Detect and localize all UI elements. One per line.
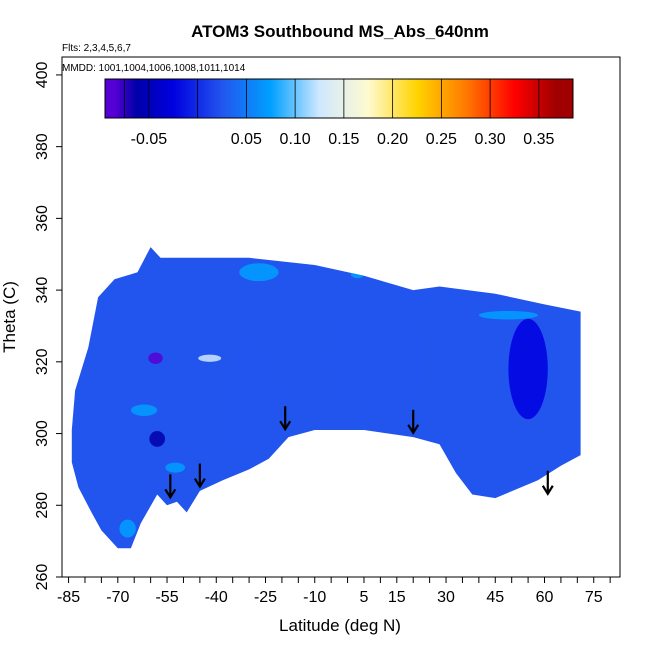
x-tick-label: 5 (360, 589, 369, 606)
colorbar-tick-label: 0.05 (231, 131, 262, 148)
y-axis-label: Theta (C) (0, 281, 19, 353)
x-tick-label: -10 (303, 589, 326, 606)
field-patches (119, 263, 548, 538)
x-axis-label: Latitude (deg N) (279, 616, 401, 635)
y-tick-label: 320 (34, 348, 51, 375)
x-tick-label: 15 (388, 589, 406, 606)
colorbar-frame (104, 78, 574, 119)
chart-title: ATOM3 Southbound MS_Abs_640nm (191, 22, 489, 41)
colorbar: -0.05 0.05 0.10 0.15 0.20 0.25 0.30 0.35 (104, 78, 574, 148)
colorbar-tick-label: -0.05 (131, 131, 168, 148)
field-patch-7 (478, 310, 538, 320)
x-tick-label: -70 (106, 589, 129, 606)
arrow-marker-0 (164, 474, 177, 500)
x-tick-label: 30 (437, 589, 455, 606)
y-tick-label: 300 (34, 420, 51, 447)
field-patch-0 (165, 462, 186, 473)
arrow-marker-1 (193, 463, 206, 489)
arrow-marker-4 (541, 470, 554, 496)
arrow-marker-2 (279, 406, 292, 432)
x-tick-label: -25 (254, 589, 277, 606)
y-tick-label: 400 (34, 61, 51, 88)
x-tick-label: 45 (486, 589, 504, 606)
dates-annotation: MMDD: 1001,1004,1006,1008,1011,1014 (62, 63, 246, 74)
field-patch-4 (149, 431, 166, 447)
colorbar-tick-label: 0.30 (475, 131, 506, 148)
y-tick-label: 380 (34, 133, 51, 160)
colorbar-tick-label: 0.35 (523, 131, 554, 148)
colorbar-tick-label: 0.10 (280, 131, 311, 148)
x-tick-label: -55 (155, 589, 178, 606)
colorbar-tick-label: 0.20 (377, 131, 408, 148)
field-patch-5 (148, 352, 163, 364)
x-tick-label: -85 (57, 589, 80, 606)
colorbar-tick-label: 0.25 (426, 131, 457, 148)
field-patch-11 (350, 269, 364, 279)
field-patch-8 (508, 318, 548, 420)
x-tick-label: 75 (585, 589, 603, 606)
field-patch-3 (239, 263, 279, 282)
arrow-marker-3 (407, 409, 420, 435)
y-axis: 260 280 300 320 340 360 380 400 (34, 61, 62, 590)
arrow-markers (164, 406, 554, 500)
x-tick-label: 60 (536, 589, 554, 606)
plot-frame (61, 56, 621, 578)
flights-annotation: Flts: 2,3,4,5,6,7 (62, 43, 131, 54)
field-patch-1 (130, 404, 158, 416)
y-tick-label: 260 (34, 564, 51, 591)
x-axis: -85 -70 -55 -40 -25 -10 5 15 30 45 60 75 (57, 577, 611, 606)
y-tick-label: 340 (34, 277, 51, 304)
colorbar-fill (105, 79, 573, 118)
y-tick-label: 360 (34, 205, 51, 232)
field-patch-9 (334, 318, 427, 405)
colorbar-tick-label: 0.15 (328, 131, 359, 148)
x-tick-label: -40 (205, 589, 228, 606)
y-tick-label: 280 (34, 492, 51, 519)
field-patch-6 (119, 519, 136, 538)
field-patch-10 (222, 347, 276, 448)
field-patch-2 (198, 354, 222, 362)
